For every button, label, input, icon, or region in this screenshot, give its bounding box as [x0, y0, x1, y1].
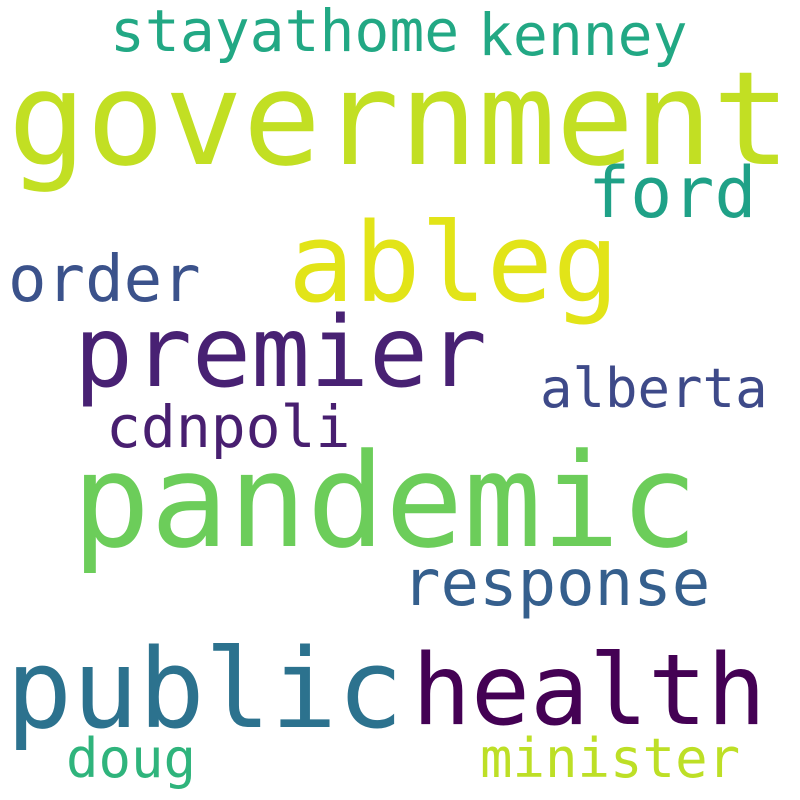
word-doug: doug	[66, 727, 197, 790]
word-cdnpoli: cdnpoli	[106, 393, 351, 461]
word-order: order	[8, 243, 201, 317]
word-response: response	[402, 547, 711, 621]
word-ford: ford	[588, 152, 757, 234]
word-ableg: ableg	[288, 199, 620, 327]
word-alberta: alberta	[540, 357, 768, 420]
word-health: health	[412, 634, 767, 748]
word-stayathome: stayathome	[110, 0, 460, 65]
word-minister: minister	[480, 727, 741, 790]
word-pandemic: pandemic	[72, 425, 699, 577]
word-kenney: kenney	[478, 1, 688, 69]
word-premier: premier	[74, 296, 488, 410]
word-government: government	[8, 43, 791, 195]
word-public: public	[6, 625, 404, 753]
